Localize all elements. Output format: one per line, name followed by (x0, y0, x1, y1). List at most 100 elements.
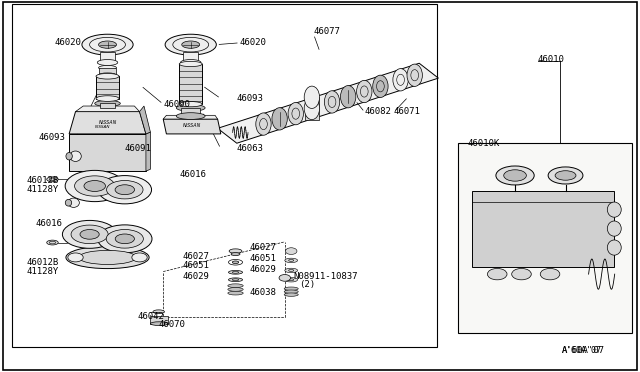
Ellipse shape (284, 287, 298, 290)
Bar (181, 108, 200, 116)
Ellipse shape (98, 176, 152, 204)
Text: NISSAN: NISSAN (99, 119, 116, 125)
Ellipse shape (80, 230, 99, 239)
Ellipse shape (84, 180, 106, 192)
Ellipse shape (284, 293, 298, 296)
Text: A'60A'07: A'60A'07 (562, 346, 602, 355)
Ellipse shape (180, 60, 201, 65)
Bar (100, 103, 115, 108)
Ellipse shape (229, 249, 242, 253)
Ellipse shape (228, 278, 243, 282)
Ellipse shape (66, 246, 149, 269)
Text: A'60A'07: A'60A'07 (562, 346, 605, 355)
Text: N08911-10837: N08911-10837 (293, 272, 358, 280)
Bar (100, 52, 115, 62)
Text: 46090: 46090 (163, 100, 190, 109)
Polygon shape (163, 119, 221, 134)
Text: 46042: 46042 (138, 312, 164, 321)
Ellipse shape (65, 170, 124, 202)
Ellipse shape (96, 73, 119, 79)
Ellipse shape (256, 113, 271, 135)
Ellipse shape (272, 108, 287, 130)
Ellipse shape (228, 270, 243, 274)
Ellipse shape (66, 153, 72, 160)
Ellipse shape (284, 290, 298, 293)
Ellipse shape (65, 199, 72, 206)
Bar (96, 76, 119, 99)
Ellipse shape (232, 261, 239, 263)
Text: 46051: 46051 (250, 254, 276, 263)
Text: 46027: 46027 (250, 243, 276, 252)
Ellipse shape (177, 113, 205, 119)
Text: 46093: 46093 (237, 94, 264, 103)
Ellipse shape (285, 268, 298, 273)
Ellipse shape (607, 221, 621, 236)
Text: 41128Y: 41128Y (27, 185, 59, 194)
Polygon shape (140, 106, 150, 134)
Ellipse shape (96, 96, 119, 101)
Text: 46038: 46038 (250, 288, 276, 296)
Ellipse shape (99, 73, 116, 77)
Text: NISSAN: NISSAN (183, 123, 201, 128)
Text: 41128Y: 41128Y (27, 267, 59, 276)
Ellipse shape (115, 185, 134, 195)
Text: 46012B: 46012B (27, 258, 59, 267)
Ellipse shape (607, 240, 621, 255)
Polygon shape (163, 115, 218, 119)
Ellipse shape (324, 91, 340, 113)
Polygon shape (146, 132, 150, 171)
Ellipse shape (555, 171, 576, 180)
Ellipse shape (47, 240, 58, 245)
Text: 46016: 46016 (35, 219, 62, 228)
Ellipse shape (407, 64, 422, 86)
Text: 46051: 46051 (182, 262, 209, 270)
Ellipse shape (106, 230, 143, 248)
Circle shape (132, 253, 147, 262)
Ellipse shape (71, 225, 108, 244)
Ellipse shape (288, 102, 303, 125)
Bar (12, 4, 437, 347)
Circle shape (540, 269, 560, 280)
Text: NISSAN: NISSAN (95, 125, 110, 129)
Text: 46063: 46063 (237, 144, 264, 153)
Ellipse shape (285, 258, 298, 263)
Text: 46077: 46077 (314, 27, 340, 36)
Ellipse shape (496, 166, 534, 185)
Ellipse shape (82, 34, 133, 55)
Text: 46027: 46027 (182, 252, 209, 261)
Text: 46012B: 46012B (27, 176, 59, 185)
Bar (179, 64, 202, 104)
Bar (458, 143, 632, 333)
Ellipse shape (165, 34, 216, 55)
Text: 46029: 46029 (250, 265, 276, 274)
Polygon shape (218, 63, 438, 143)
Ellipse shape (304, 86, 319, 108)
Circle shape (68, 253, 83, 262)
Circle shape (512, 269, 531, 280)
Text: 46029: 46029 (182, 272, 209, 280)
Ellipse shape (97, 60, 118, 65)
Ellipse shape (228, 284, 243, 288)
Ellipse shape (182, 41, 200, 48)
Ellipse shape (356, 80, 372, 103)
Ellipse shape (372, 75, 388, 97)
Ellipse shape (99, 65, 116, 70)
Ellipse shape (504, 170, 526, 181)
Ellipse shape (95, 100, 120, 106)
Ellipse shape (74, 176, 115, 196)
Bar (472, 190, 614, 266)
Ellipse shape (304, 97, 319, 119)
Ellipse shape (228, 288, 243, 291)
Ellipse shape (70, 151, 81, 161)
Bar (183, 52, 198, 62)
Ellipse shape (228, 291, 243, 295)
Text: (2): (2) (300, 280, 316, 289)
Ellipse shape (285, 278, 298, 282)
Text: 46010: 46010 (538, 55, 564, 64)
Bar (305, 97, 319, 120)
Ellipse shape (115, 234, 134, 244)
Text: 46093: 46093 (38, 133, 65, 142)
Ellipse shape (63, 220, 117, 248)
Circle shape (488, 269, 507, 280)
Ellipse shape (231, 253, 240, 256)
